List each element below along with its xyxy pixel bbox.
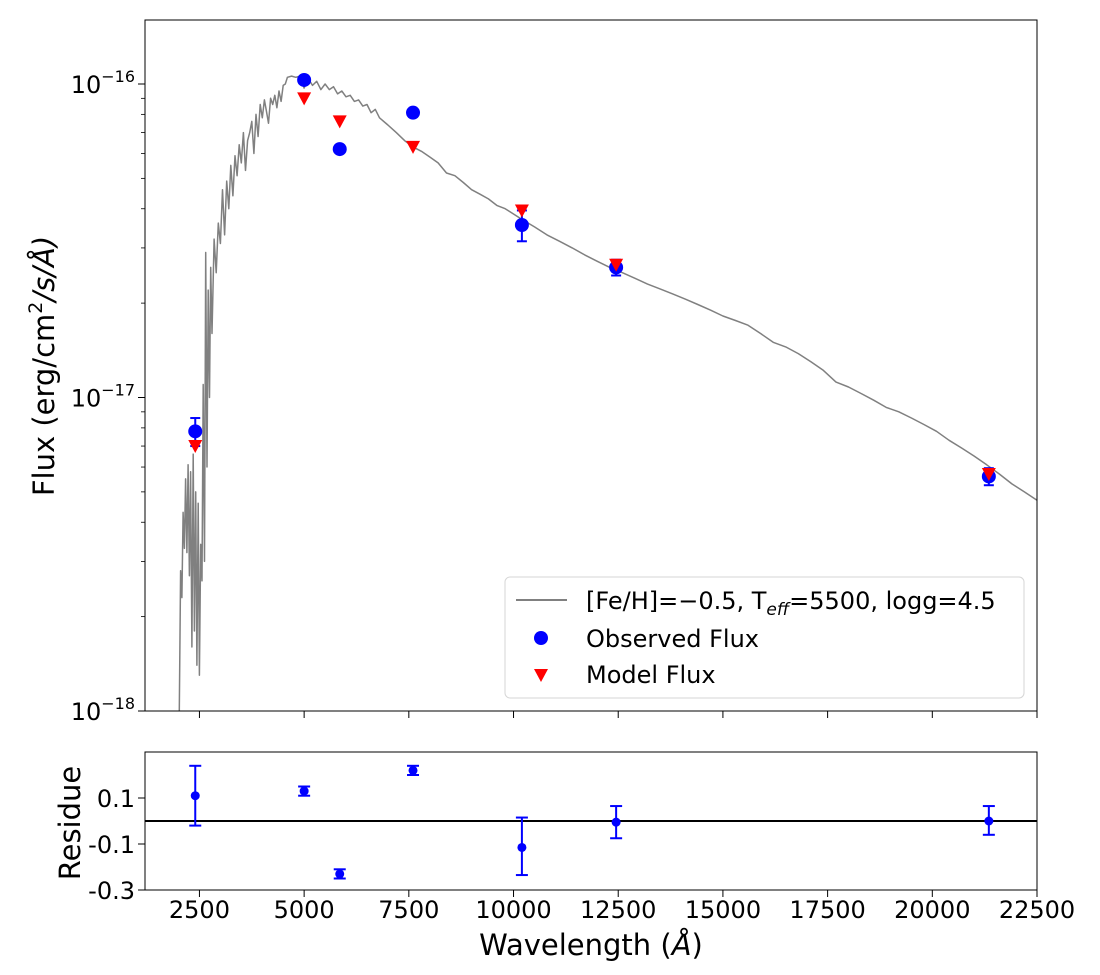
model-flux-point [406, 140, 421, 154]
model-flux-point [609, 258, 624, 272]
sed-y-tick-label: 10−18 [71, 694, 135, 726]
legend-observed-marker [534, 631, 548, 645]
observed-flux-point [406, 105, 421, 120]
residue-x-tick-label: 5000 [274, 896, 335, 924]
residue-frame [144, 751, 1038, 891]
model-flux-point [981, 468, 996, 482]
residue-point [984, 816, 994, 826]
model-flux-point [514, 204, 529, 218]
residue-y-tick-label: 0.1 [97, 785, 135, 813]
residue-point [408, 765, 418, 775]
residue-point [611, 817, 621, 827]
sed-y-tick-exponent: −17 [101, 380, 135, 399]
observed-flux-point [297, 72, 312, 87]
legend-box [504, 576, 1025, 699]
sed-x-ticks [198, 711, 1038, 718]
x-axis-title-prefix: Wavelength ( [479, 928, 672, 962]
sed-y-axis-title-suffix: /s/Å) [27, 236, 61, 305]
residue-y-tick-label: -0.3 [88, 877, 135, 905]
legend-predicted-label: Model Flux [586, 661, 716, 689]
sed-points-layer [188, 72, 996, 487]
sed-y-tick-exponent: −16 [101, 67, 135, 86]
sed-y-tick-base: 10 [71, 698, 102, 726]
sed-y-tick-exponent: −18 [101, 694, 135, 713]
residue-x-tick-label: 20000 [894, 896, 970, 924]
sed-y-tick-label: 10−17 [71, 380, 135, 412]
residue-point [517, 842, 527, 852]
model-flux-point [332, 115, 347, 129]
legend-model-label-sub: eff [766, 600, 790, 620]
residue-y-axis-title: Residue [53, 766, 87, 881]
residue-x-tick-label: 2500 [169, 896, 230, 924]
residue-point [335, 869, 345, 879]
legend-model-label-b: =5500, logg=4.5 [789, 587, 996, 615]
residue-x-tick-label: 12500 [580, 896, 656, 924]
residue-x-ticks: 2500 5000 7500 10000 12500 15000 17500 20000 225… [169, 890, 1075, 924]
legend: [Fe/H]=−0.5, Teff=5500, logg=4.5 Observe… [504, 576, 1025, 699]
sed-y-tick-base: 10 [71, 71, 102, 99]
observed-flux-point [332, 142, 347, 157]
sed-model-layer [178, 75, 1038, 712]
residue-point [190, 791, 200, 801]
observed-flux-point [514, 217, 529, 232]
residue-x-tick-label: 10000 [475, 896, 551, 924]
sed-y-axis-title-prefix: Flux (erg/cm [27, 314, 61, 496]
x-axis-title-unit: Å [670, 928, 692, 962]
legend-model-label-a: [Fe/H]=−0.5, T [586, 587, 767, 615]
residue-x-tick-label: 17500 [789, 896, 865, 924]
legend-observed-label: Observed Flux [586, 625, 759, 653]
residue-panel: 2500 5000 7500 10000 12500 15000 17500 20000 225… [53, 751, 1075, 962]
residue-y-ticks: 0.1 -0.1 -0.3 [88, 785, 145, 905]
observed-flux-point [188, 424, 203, 439]
x-axis-title-suffix: ) [692, 928, 703, 962]
model-flux-point [188, 440, 203, 454]
sed-frame [144, 19, 1038, 712]
x-axis-title: Wavelength (Å) [479, 928, 703, 962]
residue-point [299, 786, 309, 796]
model-flux-point [297, 92, 312, 106]
residue-points-layer [189, 764, 995, 880]
sed-y-axis-title-sup: 2 [25, 302, 47, 314]
legend-model-label: [Fe/H]=−0.5, Teff=5500, logg=4.5 [586, 587, 996, 620]
sed-y-axis-title: Flux (erg/cm2/s/Å) [25, 236, 61, 496]
sed-y-tick-base: 10 [71, 384, 102, 412]
residue-x-tick-label: 22500 [999, 896, 1075, 924]
sed-y-tick-label: 10−16 [71, 67, 135, 99]
residue-x-tick-label: 7500 [378, 896, 439, 924]
model-spectrum-line [178, 75, 1038, 712]
legend-predicted-marker [534, 669, 548, 682]
residue-y-tick-label: -0.1 [88, 831, 135, 859]
residue-x-tick-label: 15000 [685, 896, 761, 924]
